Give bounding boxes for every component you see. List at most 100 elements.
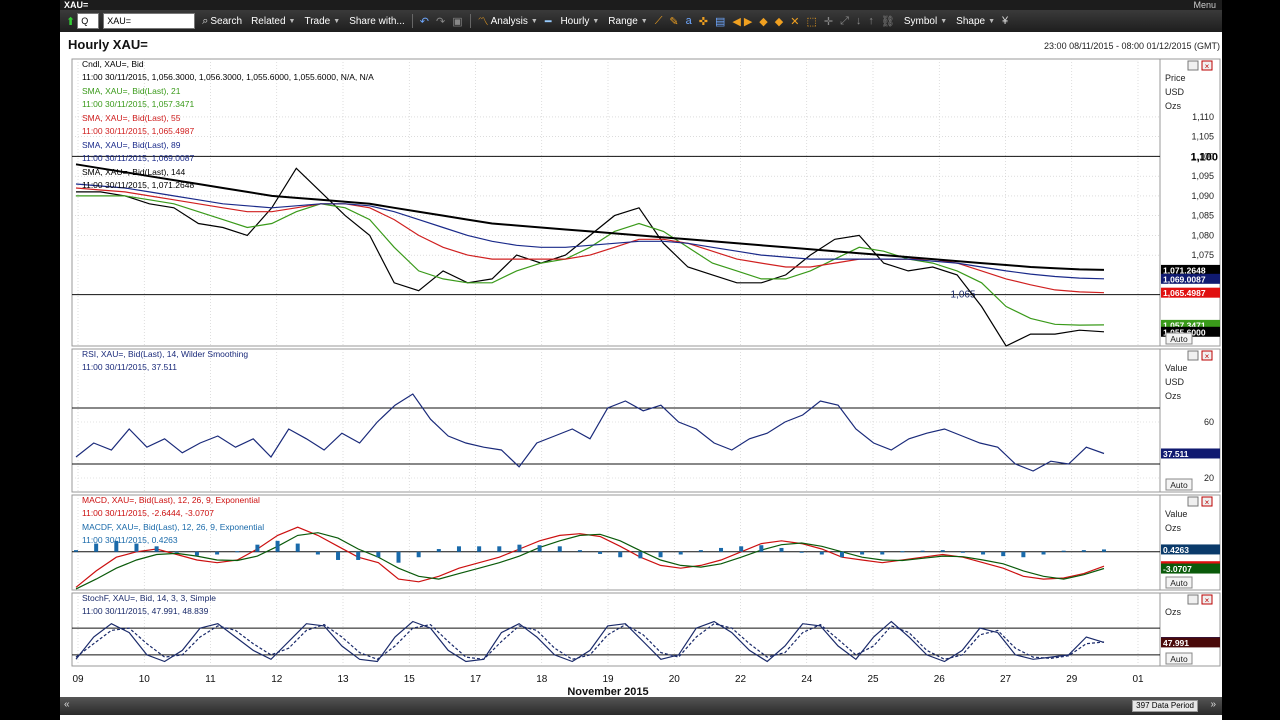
histogram-bar	[275, 540, 280, 552]
down-icon[interactable]: ↓	[855, 15, 862, 27]
chart-area[interactable]: 1,110 1,105 1,100 1,095 1,090 1,085 1,080 1,075…	[60, 56, 1222, 697]
analysis-menu[interactable]: Analysis ▼	[491, 16, 538, 27]
last-value-label: 1,057.3471	[1163, 320, 1206, 330]
draw-tool-icon[interactable]: ✎	[669, 15, 679, 28]
y-tick-label: 1,080	[1191, 230, 1214, 240]
search-icon[interactable]: ⌕	[202, 14, 209, 27]
last-value-label: 37.511	[1163, 449, 1189, 459]
histogram-bar	[194, 551, 199, 556]
analysis-icon[interactable]: 〽	[477, 16, 489, 28]
range-menu[interactable]: Range ▼	[608, 16, 647, 27]
window-title: XAU=	[64, 0, 89, 10]
last-value-label: 0.4263	[1163, 545, 1189, 555]
histogram-bar	[981, 551, 986, 555]
data-period-field[interactable]: 397 Data Period	[1132, 700, 1198, 712]
trade-menu[interactable]: Trade ▼	[304, 16, 340, 27]
search-button[interactable]: Search	[210, 15, 243, 27]
histogram-bar	[960, 551, 965, 553]
symbol-label: Symbol	[903, 15, 938, 27]
histogram-bar	[779, 547, 784, 552]
histogram-bar	[1021, 551, 1026, 558]
trend-tool-icon[interactable]: ⟋	[654, 14, 663, 27]
scroll-end-icon[interactable]: »	[1210, 699, 1216, 710]
marker-tool-icon[interactable]: ✜	[698, 15, 708, 28]
close-panel-icon	[1201, 60, 1213, 71]
link-icon[interactable]: ⛓	[880, 15, 895, 28]
ric-input[interactable]: XAU=	[103, 13, 196, 29]
histogram-bar	[839, 551, 844, 558]
more-icon[interactable]: ¥	[1002, 15, 1009, 27]
histogram-bar	[1001, 551, 1006, 557]
save-icon[interactable]: ▣	[452, 15, 463, 28]
close-panel-icon	[1201, 496, 1213, 507]
scroll-left-icon[interactable]: ◀	[732, 15, 741, 28]
symbol-menu[interactable]: Symbol ▼	[904, 16, 947, 27]
legend-value: 11:00 30/11/2015, 1,057.3471	[82, 99, 194, 109]
histogram-bar	[154, 546, 159, 552]
histogram-bar	[618, 551, 623, 558]
axis-header-label: USD	[1165, 87, 1185, 97]
zoom-vertical-icon[interactable]: ◆	[759, 15, 768, 28]
undo-icon[interactable]: ↶	[419, 15, 429, 28]
axis-header-label: Ozs	[1165, 607, 1182, 617]
axis-header-label: Ozs	[1165, 101, 1182, 111]
last-value-label: 1,055.6000	[1163, 327, 1206, 337]
crosshair-icon[interactable]: ✛	[823, 15, 834, 28]
shape-menu[interactable]: Shape ▼	[956, 16, 995, 27]
legend-value: 11:00 30/11/2015, 1,071.2648	[82, 180, 194, 190]
histogram-bar	[1061, 550, 1066, 552]
status-bar: « 397 Data Period »	[60, 697, 1222, 715]
close-x-icon: ×	[1205, 596, 1210, 605]
up-arrow-icon[interactable]: ⬆	[66, 15, 76, 28]
reset-zoom-icon[interactable]: ✕	[790, 15, 800, 28]
last-value-tag	[1161, 326, 1220, 337]
legend-label: MACD, XAU=, Bid(Last), 12, 26, 9, Expone…	[82, 495, 260, 505]
related-menu[interactable]: Related ▼	[251, 16, 295, 27]
zoom-box-icon[interactable]: ⬚	[806, 15, 817, 28]
legend-value: 11:00 30/11/2015, 1,069.0087	[82, 153, 194, 163]
chart-date-range: 23:00 08/11/2015 - 08:00 01/12/2015 (GMT…	[1044, 41, 1220, 51]
fit-icon[interactable]: ⤢	[840, 14, 849, 27]
scroll-start-icon[interactable]: «	[64, 699, 70, 710]
histogram-bar	[920, 550, 925, 552]
interval-label: Hourly	[560, 15, 590, 27]
line-style-icon[interactable]: ━	[544, 15, 552, 28]
interval-menu[interactable]: Hourly ▼	[560, 16, 599, 27]
menu-button[interactable]: Menu	[1193, 0, 1216, 10]
toolbar: ⬆ Q XAU= ⌕ Search Related ▼ Trade ▼ Share …	[60, 10, 1222, 32]
zoom-horizontal-icon[interactable]: ◆	[774, 15, 784, 28]
legend-value: 11:00 30/11/2015, 37.511	[82, 362, 177, 372]
share-menu[interactable]: Share with...	[349, 16, 405, 27]
legend-value: 11:00 30/11/2015, -2.6444, -3.0707	[82, 508, 214, 518]
window-tool-icon[interactable]: ▤	[714, 15, 726, 28]
toolbar-divider	[469, 14, 471, 28]
x-axis-label: November 2015	[567, 686, 648, 697]
histogram-bar	[719, 547, 724, 552]
trade-label: Trade	[304, 15, 331, 27]
histogram-bar	[235, 551, 240, 553]
chevron-down-icon: ▼	[988, 17, 996, 25]
up-icon[interactable]: ↑	[868, 15, 874, 27]
histogram-bar	[74, 550, 78, 552]
auto-scale-label: Auto	[1170, 578, 1188, 588]
text-tool-icon[interactable]: a	[685, 15, 692, 27]
redo-icon[interactable]: ↷	[436, 15, 446, 28]
chart-window: XAU= Menu ⬆ Q XAU= ⌕ Search Related ▼ Tra…	[60, 0, 1222, 720]
histogram-bar	[1041, 551, 1046, 555]
series-line-price-1	[76, 195, 1105, 326]
restore-panel-icon	[1187, 350, 1199, 361]
range-label: Range	[608, 15, 638, 27]
histogram-bar	[336, 551, 341, 560]
chevron-down-icon: ▼	[333, 17, 341, 25]
panel-stoch	[71, 592, 1221, 667]
analysis-label: Analysis	[490, 15, 528, 27]
auto-scale-label: Auto	[1170, 654, 1188, 664]
quote-type-field[interactable]: Q	[77, 13, 100, 29]
x-tick-label: 17	[470, 674, 482, 685]
auto-scale-button	[1165, 332, 1193, 345]
histogram-bar	[456, 546, 461, 552]
scroll-right-icon[interactable]: ▶	[743, 15, 753, 28]
x-tick-label: 25	[867, 674, 879, 685]
y-tick-label: 60	[1204, 417, 1214, 427]
y-tick-label: 20	[1204, 473, 1214, 483]
